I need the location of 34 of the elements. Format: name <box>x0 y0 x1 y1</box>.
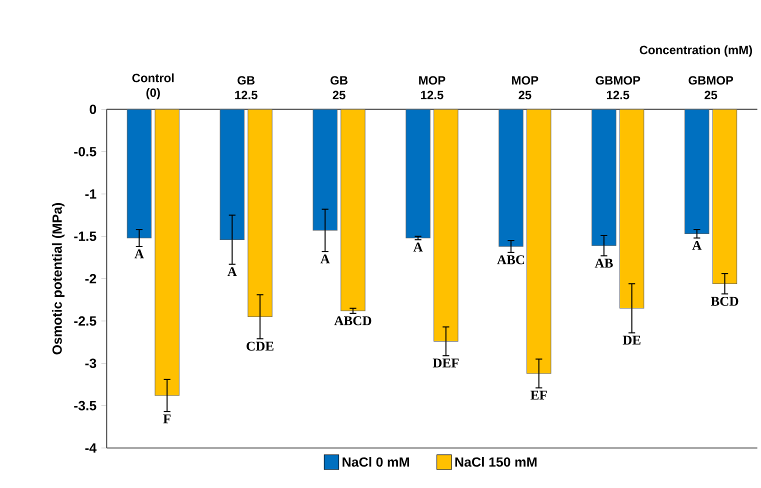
x-tick-label: GB 25 <box>330 76 348 100</box>
y-tick-label: -2 <box>85 274 96 284</box>
annotation: BCD <box>710 296 738 306</box>
x-tick-label: MOP 12.5 <box>419 76 446 100</box>
annotation: ABCD <box>334 316 372 326</box>
annotation: A <box>413 242 423 252</box>
annotation: A <box>227 267 237 276</box>
legend-label: NaCl 0 mM <box>342 456 410 467</box>
legend-label: NaCl 150 mM <box>455 456 537 467</box>
x-tick-label: GB 12.5 <box>235 76 258 100</box>
annotation: AB <box>594 258 613 268</box>
annotation: F <box>163 414 171 424</box>
y-tick-label: -3.5 <box>74 400 96 410</box>
annotation: DE <box>622 336 640 345</box>
x-tick-label: GBMOP 25 <box>688 76 734 100</box>
y-tick-label: -1.5 <box>74 232 96 241</box>
annotation: EF <box>530 390 547 400</box>
y-tick-label: -3 <box>85 358 96 368</box>
annotation: DEF <box>432 358 459 368</box>
y-tick-label: -2.5 <box>74 316 96 326</box>
x-tick-label: GBMOP 12.5 <box>596 76 640 100</box>
annotation: A <box>692 240 702 250</box>
y-tick-label: 0 <box>90 104 96 114</box>
x-tick-label: MOP 25 <box>512 76 538 100</box>
y-tick-label: -1 <box>85 189 96 199</box>
x-axis-title: Concentration (mM) <box>640 45 752 57</box>
annotation: CDE <box>246 342 274 351</box>
y-axis-title: Osmotic potential (MPa) <box>52 203 64 354</box>
y-tick-label: -4 <box>85 443 97 453</box>
annotation: A <box>134 249 144 258</box>
annotation: A <box>320 254 330 264</box>
x-tick-label: Control (0) <box>132 73 174 100</box>
y-tick-label: -0.5 <box>74 146 96 156</box>
annotation: ABC <box>497 255 524 264</box>
